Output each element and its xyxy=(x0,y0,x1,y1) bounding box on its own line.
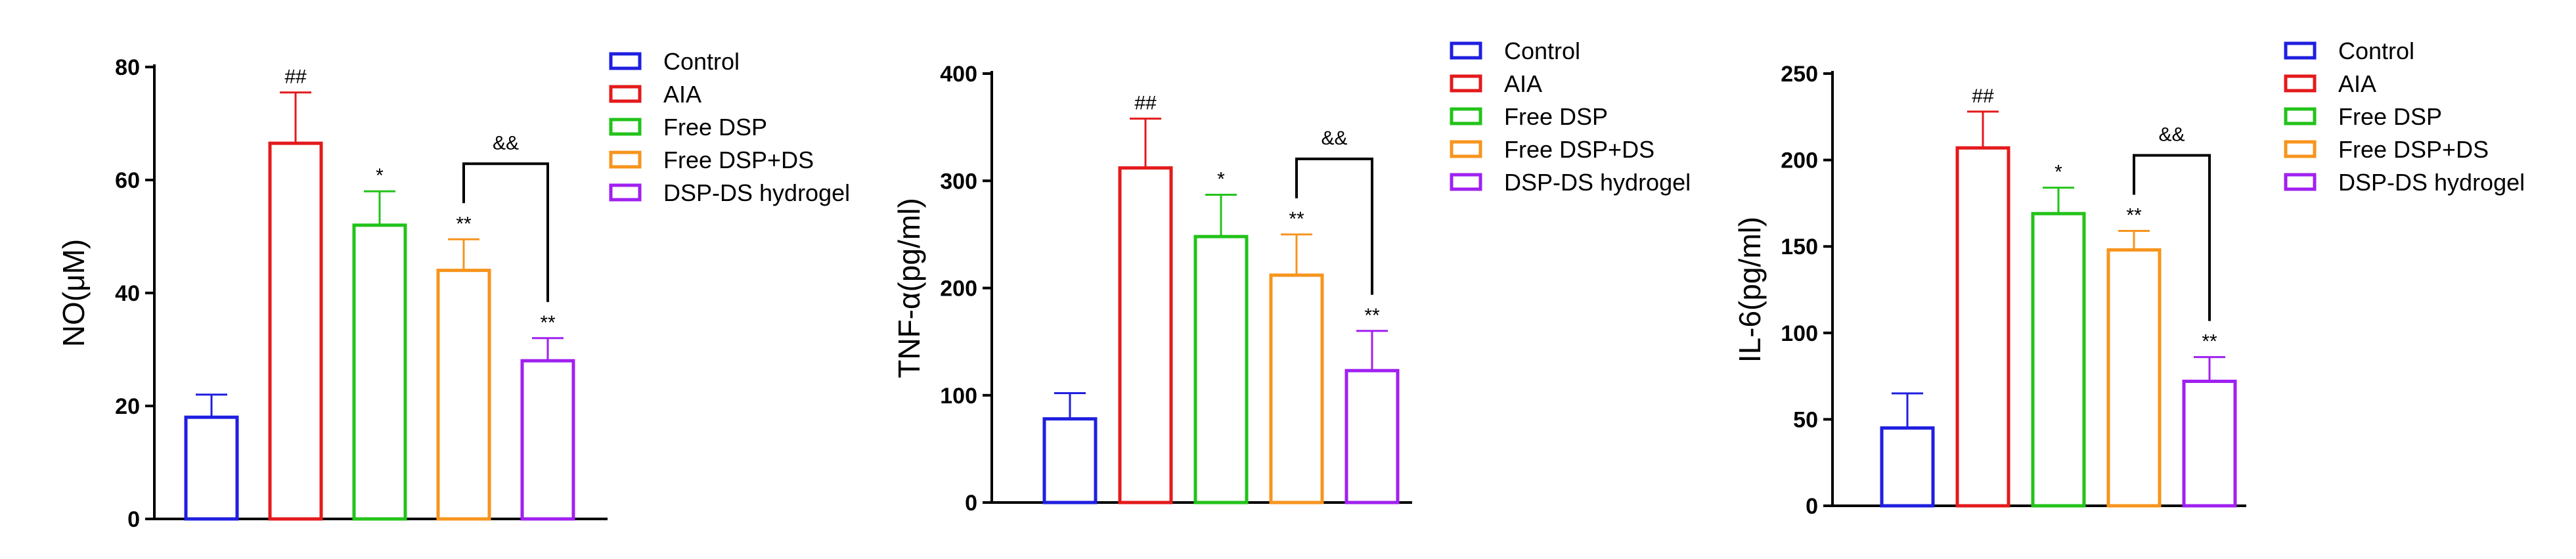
chart1-legend-label-2: Free DSP xyxy=(663,114,767,141)
chart1-legend-swatch-3 xyxy=(609,150,642,169)
chart2-bar-4 xyxy=(1344,369,1400,504)
chart3-y-tick-label-1: 50 xyxy=(1793,407,1818,432)
chart2-significance-4: ** xyxy=(1364,305,1380,326)
chart2-significance-1: ## xyxy=(1134,93,1157,114)
chart1-legend-label-0: Control xyxy=(663,48,740,75)
chart1-y-tick-label-1: 20 xyxy=(115,394,140,419)
chart3-y-tick-label-4: 200 xyxy=(1781,148,1818,173)
chart1-significance-2: * xyxy=(376,165,384,187)
chart2-bracket-label: && xyxy=(1321,127,1347,149)
chart1-bar-4 xyxy=(520,359,575,521)
chart1-legend-swatch-2 xyxy=(609,118,642,136)
chart1-bar-1 xyxy=(268,141,323,521)
chart2-significance-2: * xyxy=(1217,168,1225,190)
chart1-significance-4: ** xyxy=(540,312,556,334)
chart3-legend-label-4: DSP-DS hydrogel xyxy=(2338,169,2525,196)
chart1-y-tick-label-0: 0 xyxy=(127,507,140,532)
chart1-significance-1: ## xyxy=(284,66,307,88)
chart3-bracket-label: && xyxy=(2158,124,2185,146)
chart2-y-tick-label-0: 0 xyxy=(965,491,977,516)
chart2-bar-2 xyxy=(1193,235,1249,504)
chart3-y-tick-label-0: 0 xyxy=(1806,494,1818,519)
chart2-y-tick-label-4: 400 xyxy=(940,62,977,87)
chart3-y-axis-label: IL-6(pg/ml) xyxy=(1733,217,1767,363)
chart3-legend-label-2: Free DSP xyxy=(2338,103,2442,130)
chart1-legend-label-1: AIA xyxy=(663,81,701,108)
chart2-significance-3: ** xyxy=(1289,208,1304,230)
chart3-legend-swatch-1 xyxy=(2284,74,2317,93)
chart3-y-tick-label-2: 100 xyxy=(1781,321,1818,346)
chart3-y-tick-label-5: 250 xyxy=(1781,62,1818,87)
chart3-bar-3 xyxy=(2106,248,2162,508)
chart1-bar-2 xyxy=(352,223,407,521)
chart2-y-tick-label-3: 300 xyxy=(940,169,977,194)
chart2-legend-label-2: Free DSP xyxy=(1504,103,1608,130)
chart1-y-tick-label-4: 80 xyxy=(115,55,140,80)
chart2-bar-0 xyxy=(1042,417,1098,504)
chart2-legend-swatch-3 xyxy=(1450,140,1482,158)
chart2-legend-swatch-1 xyxy=(1450,74,1482,93)
chart3-bar-1 xyxy=(1955,146,2010,508)
chart2-y-axis-label: TNF-α(pg/ml) xyxy=(892,198,926,378)
chart3-legend-swatch-2 xyxy=(2284,107,2317,125)
chart1-legend-swatch-1 xyxy=(609,85,642,103)
chart3-legend-label-1: AIA xyxy=(2338,70,2376,97)
chart2-y-tick-label-1: 100 xyxy=(940,384,977,409)
chart3-legend-swatch-0 xyxy=(2284,41,2317,60)
chart2-comparison-bracket xyxy=(1295,157,1373,295)
chart2-legend-label-0: Control xyxy=(1504,37,1580,64)
chart3-significance-4: ** xyxy=(2202,331,2217,353)
chart2-legend-swatch-0 xyxy=(1450,41,1482,60)
chart2-y-tick-label-2: 200 xyxy=(940,277,977,302)
chart1-legend-label-4: DSP-DS hydrogel xyxy=(663,179,850,206)
chart2-legend-label-3: Free DSP+DS xyxy=(1504,136,1654,163)
chart2-legend-swatch-2 xyxy=(1450,107,1482,125)
chart1-bar-3 xyxy=(436,269,491,521)
chart3-legend-swatch-4 xyxy=(2284,173,2317,191)
chart2-legend-swatch-4 xyxy=(1450,173,1482,191)
chart1-bracket-label: && xyxy=(493,132,519,154)
chart1-bar-0 xyxy=(184,415,239,521)
chart2-bar-3 xyxy=(1269,273,1324,504)
chart1-y-tick-label-3: 60 xyxy=(115,168,140,193)
chart3-bar-0 xyxy=(1880,426,1935,508)
chart1-y-tick-label-2: 40 xyxy=(115,281,140,306)
chart1-legend-swatch-4 xyxy=(609,183,642,202)
chart3-legend-swatch-3 xyxy=(2284,140,2317,158)
chart3-bar-4 xyxy=(2182,379,2237,508)
chart3-significance-2: * xyxy=(2054,162,2062,183)
chart3-legend-label-3: Free DSP+DS xyxy=(2338,136,2489,163)
chart3-significance-3: ** xyxy=(2126,205,2142,227)
chart2-legend-label-4: DSP-DS hydrogel xyxy=(1504,169,1691,196)
chart2-legend-label-1: AIA xyxy=(1504,70,1542,97)
chart3-significance-1: ## xyxy=(1972,85,1994,107)
chart3-comparison-bracket xyxy=(2133,154,2211,321)
chart2-bar-1 xyxy=(1118,166,1173,504)
chart1-legend-swatch-0 xyxy=(609,52,642,70)
chart1-comparison-bracket xyxy=(462,162,549,302)
chart1-legend-label-3: Free DSP+DS xyxy=(663,146,814,173)
chart1-significance-3: ** xyxy=(456,213,472,235)
chart3-legend-label-0: Control xyxy=(2338,37,2414,64)
chart3-bar-2 xyxy=(2031,212,2086,508)
chart1-y-axis-label: NO(μM) xyxy=(56,239,91,347)
chart3-y-tick-label-3: 150 xyxy=(1781,235,1818,259)
